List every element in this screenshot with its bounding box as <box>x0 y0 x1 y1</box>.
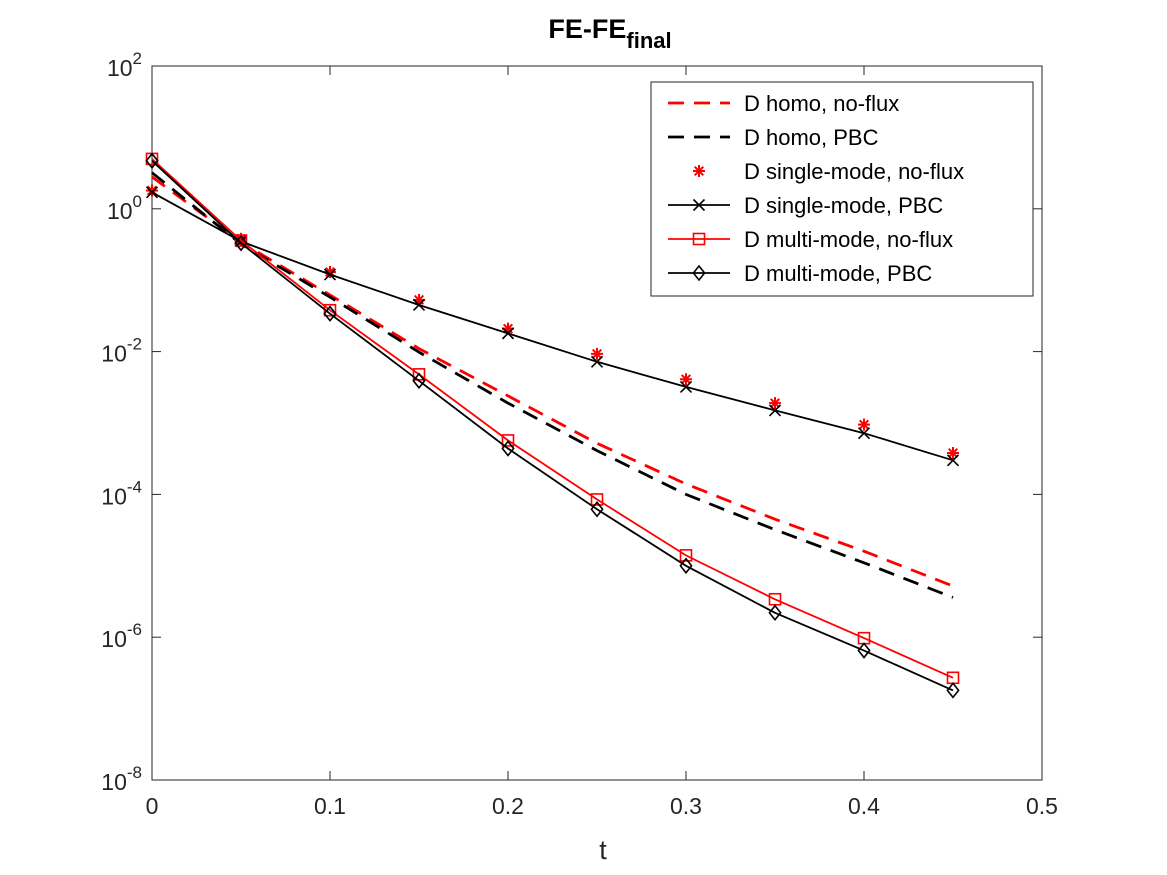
y-ticks: 10-8 10-6 10-4 10-2 100 102 <box>101 49 1042 795</box>
data-point <box>947 447 959 460</box>
x-tick-label: 0.5 <box>1026 793 1058 819</box>
data-point <box>679 380 693 393</box>
legend-swatch-marker <box>692 198 706 212</box>
data-point <box>857 642 871 659</box>
data-point-stroke <box>769 398 781 409</box>
x-tick-label: 0.1 <box>314 793 346 819</box>
series-line <box>151 158 954 679</box>
data-point <box>145 152 159 170</box>
legend-swatch-marker <box>692 232 706 246</box>
y-tick-label: 10-8 <box>101 763 142 795</box>
series-line <box>151 171 954 599</box>
data-point <box>323 305 337 322</box>
data-point <box>412 372 426 390</box>
data-point-stroke <box>412 298 426 312</box>
data-point-stroke <box>323 268 337 281</box>
legend-label: D homo, no-flux <box>744 91 899 116</box>
x-tick-label: 0.2 <box>492 793 524 819</box>
series-3 <box>145 186 960 467</box>
data-point <box>768 604 782 622</box>
legend-swatch-marker <box>692 264 706 282</box>
legend-swatch-marker-stroke <box>693 165 705 177</box>
data-point <box>412 298 426 312</box>
data-point <box>946 454 960 467</box>
data-point-stroke <box>501 327 515 340</box>
x-ticks: 0 0.1 0.2 0.3 0.4 0.5 <box>146 66 1058 819</box>
data-point <box>591 347 603 360</box>
data-point-stroke <box>590 355 604 368</box>
data-point-stroke <box>858 419 870 430</box>
data-point <box>590 500 604 518</box>
data-point-stroke <box>680 374 692 385</box>
legend-label: D multi-mode, no-flux <box>744 227 953 252</box>
legend-entry: D single-mode, PBC <box>668 193 943 218</box>
data-point <box>946 682 960 699</box>
legend-swatch-marker <box>693 165 705 177</box>
data-point-stroke <box>946 454 960 467</box>
y-tick-label: 10-4 <box>101 477 142 509</box>
data-point <box>590 355 604 368</box>
legend-label: D single-mode, no-flux <box>744 159 964 184</box>
data-point <box>501 434 515 447</box>
data-point-stroke <box>591 348 603 359</box>
x-axis-label: t <box>599 835 607 865</box>
series-1 <box>151 171 954 599</box>
data-point <box>590 493 604 506</box>
series-line <box>151 191 954 462</box>
legend-label: D homo, PBC <box>744 125 879 150</box>
data-point <box>858 418 870 431</box>
chart-title-main: FE-FE <box>548 14 626 44</box>
data-point <box>501 440 515 457</box>
x-tick-label: 0.3 <box>670 793 702 819</box>
data-point-stroke <box>679 380 693 393</box>
series-line <box>151 175 954 588</box>
data-point-stroke <box>768 404 782 417</box>
chart-title: FE-FEfinal <box>548 14 671 53</box>
data-point <box>323 268 337 281</box>
legend-label: D single-mode, PBC <box>744 193 943 218</box>
data-point-stroke <box>947 447 959 459</box>
data-point <box>501 327 515 340</box>
series-5 <box>145 152 960 699</box>
legend-swatch-marker-stroke <box>692 198 706 212</box>
data-point-stroke <box>857 427 871 440</box>
y-tick-label: 102 <box>107 49 142 81</box>
chart-title-subscript: final <box>626 28 671 53</box>
data-point <box>768 404 782 417</box>
series-layer <box>145 152 960 699</box>
legend-box <box>650 81 1034 297</box>
data-point <box>769 397 781 410</box>
data-point <box>857 427 871 440</box>
legend-entry: D multi-mode, PBC <box>668 261 932 286</box>
data-point-stroke <box>146 185 158 196</box>
legend-entry: D single-mode, no-flux <box>693 159 964 184</box>
legend-label: D multi-mode, PBC <box>744 261 932 286</box>
legend-entry: D homo, no-flux <box>668 91 899 116</box>
data-point <box>679 557 693 575</box>
data-point-stroke <box>145 186 159 199</box>
data-point <box>680 373 692 386</box>
series-0 <box>151 175 954 588</box>
legend-entry: D multi-mode, no-flux <box>668 227 953 252</box>
x-tick-label: 0.4 <box>848 793 880 819</box>
x-tick-label: 0 <box>146 793 159 819</box>
legend-entry: D homo, PBC <box>668 125 879 150</box>
y-tick-label: 10-2 <box>101 335 142 367</box>
data-point <box>234 234 248 252</box>
data-point-stroke <box>324 267 336 278</box>
y-tick-label: 10-6 <box>101 620 142 652</box>
data-point <box>145 186 159 199</box>
y-tick-label: 100 <box>107 192 142 224</box>
legend: D homo, no-flux D homo, PBC D single-mode,… <box>650 81 1034 297</box>
series-line <box>151 160 954 692</box>
data-point <box>679 549 693 562</box>
